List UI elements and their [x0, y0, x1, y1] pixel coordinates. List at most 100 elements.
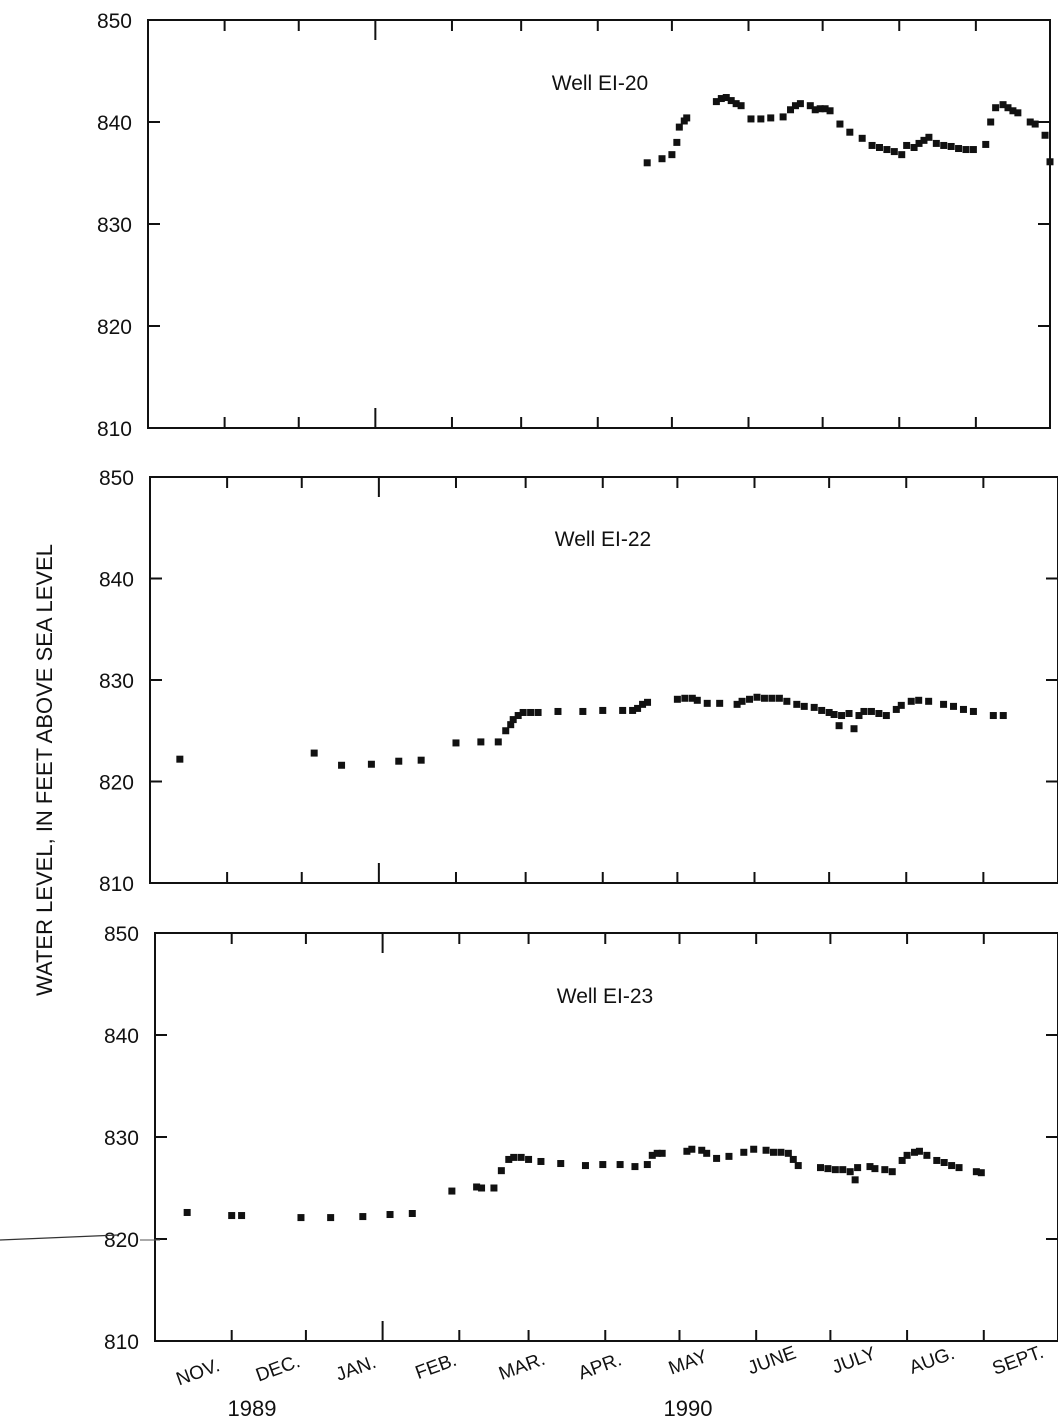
scan-artifact-line: [0, 1234, 119, 1241]
data-point: [509, 716, 517, 724]
data-point: [992, 104, 1000, 112]
data-point: [999, 712, 1007, 720]
data-point: [1031, 120, 1039, 128]
data-point: [750, 1145, 758, 1153]
data-point: [932, 139, 940, 147]
data-point: [681, 694, 689, 702]
data-point: [836, 120, 844, 128]
data-point: [395, 757, 403, 765]
data-point: [925, 697, 933, 705]
data-point: [712, 98, 720, 106]
data-point: [648, 1151, 656, 1159]
data-point: [497, 1167, 505, 1175]
data-point: [858, 134, 866, 142]
data-points: [183, 1145, 985, 1222]
data-point: [599, 706, 607, 714]
x-axis-ticks: [226, 477, 985, 883]
data-point: [490, 1184, 498, 1192]
data-point: [1009, 107, 1017, 115]
data-point: [1014, 109, 1022, 117]
panel-title: Well EI-22: [555, 528, 651, 551]
month-label: JULY: [829, 1343, 879, 1378]
data-point: [534, 708, 542, 716]
data-point: [688, 694, 696, 702]
data-point: [338, 761, 346, 769]
data-point: [883, 146, 891, 154]
data-point: [784, 1149, 792, 1157]
data-point: [777, 1148, 785, 1156]
data-point: [854, 1164, 862, 1172]
y-tick-label: 820: [97, 316, 132, 339]
y-axis-ticks: 810 820 830 840 850: [97, 10, 1050, 441]
data-point: [839, 1166, 847, 1174]
data-point: [955, 145, 963, 153]
data-point: [881, 1166, 889, 1174]
data-point: [494, 738, 502, 746]
data-point: [732, 100, 740, 108]
data-point: [816, 105, 824, 113]
data-point: [892, 705, 900, 713]
data-point: [228, 1212, 236, 1220]
data-point: [717, 95, 725, 103]
data-point: [977, 1169, 985, 1177]
x-axis-ticks: [230, 933, 985, 1341]
data-point: [554, 707, 562, 715]
data-point: [855, 712, 863, 720]
month-label: FEB.: [413, 1350, 460, 1384]
data-point: [527, 708, 535, 716]
data-point: [775, 694, 783, 702]
data-point: [452, 739, 460, 747]
data-point: [826, 107, 834, 115]
data-point: [969, 707, 977, 715]
month-label: APR.: [576, 1349, 625, 1384]
data-point: [948, 1162, 956, 1170]
data-point: [297, 1214, 305, 1222]
data-point: [793, 700, 801, 708]
month-label: JUNE: [745, 1342, 799, 1379]
data-point: [634, 704, 642, 712]
data-point: [794, 1162, 802, 1170]
data-point: [473, 1183, 481, 1191]
month-label: AUG.: [907, 1343, 958, 1379]
data-point: [972, 1168, 980, 1176]
data-point: [791, 102, 799, 110]
data-point: [768, 694, 776, 702]
data-point: [183, 1208, 191, 1216]
data-point: [933, 1156, 941, 1164]
data-point: [525, 1155, 533, 1163]
data-point: [816, 1164, 824, 1172]
data-point: [898, 151, 906, 159]
data-point: [911, 1148, 919, 1156]
data-point: [940, 141, 948, 149]
data-point: [740, 1148, 748, 1156]
panel-title: Well EI-23: [557, 985, 653, 1008]
data-point: [999, 101, 1007, 109]
data-point: [969, 146, 977, 154]
data-point: [176, 755, 184, 763]
data-point: [327, 1214, 335, 1222]
y-tick-label: 810: [99, 873, 134, 896]
data-point: [796, 100, 804, 108]
data-point: [668, 151, 676, 159]
data-point: [910, 144, 918, 151]
data-point: [762, 1146, 770, 1154]
data-point: [1046, 158, 1054, 166]
data-point: [940, 700, 948, 708]
data-point: [386, 1211, 394, 1219]
data-point: [890, 148, 898, 156]
data-point: [408, 1210, 416, 1217]
data-point: [658, 1149, 666, 1157]
data-point: [846, 1168, 854, 1176]
data-point: [693, 696, 701, 704]
data-point: [631, 1163, 639, 1171]
month-label: MAY: [666, 1346, 711, 1379]
y-tick-label: 850: [97, 10, 132, 33]
data-point: [310, 749, 318, 757]
data-point: [477, 738, 485, 746]
data-point: [898, 1156, 906, 1164]
data-point: [725, 1152, 733, 1160]
data-point: [599, 1161, 607, 1169]
month-label: SEPT.: [990, 1342, 1047, 1380]
data-point: [767, 114, 775, 122]
data-point: [824, 1165, 832, 1173]
